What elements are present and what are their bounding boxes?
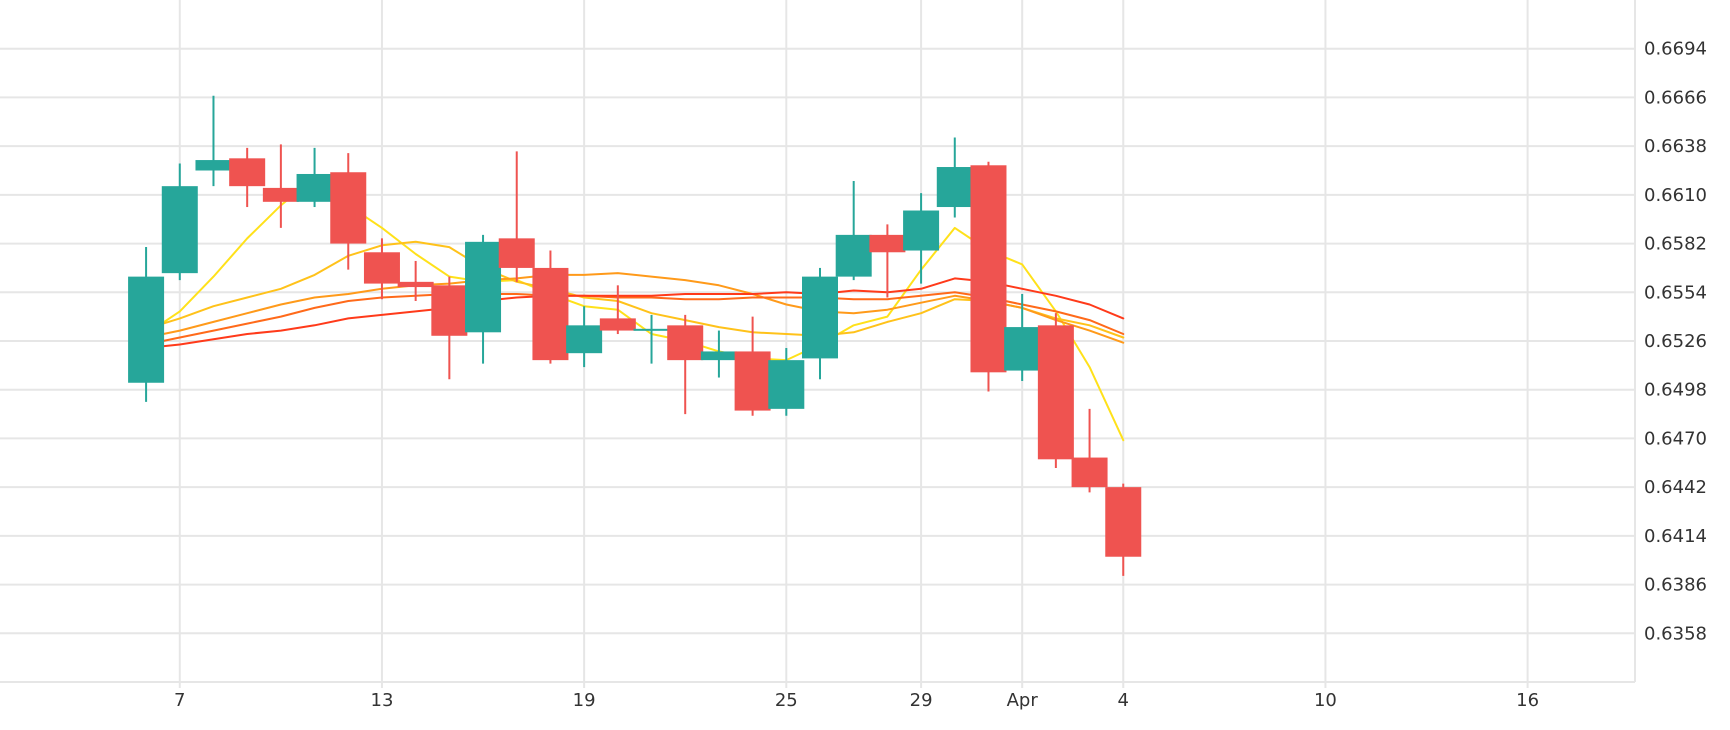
y-tick-label: 0.6554	[1644, 282, 1707, 303]
y-tick-label: 0.6358	[1644, 623, 1707, 644]
candle	[835, 180, 872, 281]
candle-body	[1037, 325, 1074, 460]
y-tick-label: 0.6582	[1644, 234, 1707, 255]
candle	[667, 314, 704, 415]
y-tick-label: 0.6666	[1644, 87, 1707, 108]
candle-body	[262, 187, 299, 202]
candle	[633, 314, 670, 364]
candle-body	[936, 167, 973, 208]
candle-body	[498, 238, 535, 268]
x-tick-label: 25	[775, 690, 798, 711]
candle-body	[431, 285, 468, 336]
y-axis: 0.6358 0.6386 0.6414 0.6442 0.6470 0.6498 0.65…	[1644, 39, 1707, 645]
candle	[397, 260, 434, 301]
y-tick-label: 0.6638	[1644, 136, 1707, 157]
y-tick-label: 0.6694	[1644, 39, 1707, 60]
y-tick-label: 0.6526	[1644, 331, 1707, 352]
moving-average-line-5	[145, 277, 1125, 349]
candle	[1037, 313, 1074, 469]
candle-body	[734, 351, 771, 411]
candle	[431, 276, 468, 380]
candle-body	[566, 325, 603, 354]
candle-body	[869, 234, 906, 253]
y-tick-label: 0.6442	[1644, 477, 1707, 498]
candle	[229, 147, 266, 208]
x-tick-label: 19	[573, 690, 596, 711]
x-tick-label: 29	[910, 690, 933, 711]
x-tick-label: 10	[1314, 690, 1337, 711]
candle	[599, 285, 636, 335]
candle-body	[1105, 487, 1142, 557]
candle	[566, 306, 603, 368]
candle-body	[330, 172, 367, 244]
candle	[768, 347, 805, 416]
candle	[330, 153, 367, 270]
x-tick-label: Apr	[1007, 690, 1039, 711]
candle	[802, 267, 838, 380]
candle-body	[397, 281, 434, 288]
candle-body	[296, 173, 333, 202]
candle-body	[465, 241, 502, 333]
y-tick-label: 0.6470	[1644, 428, 1707, 449]
x-tick-label: 4	[1118, 690, 1129, 711]
x-tick-label: 7	[174, 690, 185, 711]
candle-body	[229, 158, 266, 187]
candle-body	[903, 210, 940, 251]
candle	[1071, 408, 1108, 493]
candle	[1004, 294, 1041, 382]
y-tick-label: 0.6498	[1644, 380, 1707, 401]
candle-body	[1071, 457, 1108, 488]
candle-body	[802, 276, 838, 359]
candle-body	[667, 325, 704, 361]
candle	[734, 316, 771, 416]
x-axis: 7 13 19 25 29 Apr 4 10 16	[174, 682, 1539, 711]
x-tick-label: 16	[1516, 690, 1539, 711]
candle	[700, 330, 737, 378]
candle-body	[128, 276, 165, 383]
moving-average-line-3	[145, 272, 1125, 344]
candle	[128, 247, 165, 402]
candle	[296, 147, 333, 208]
candle	[195, 95, 232, 187]
x-tick-label: 13	[371, 690, 394, 711]
candle-body	[195, 160, 232, 171]
y-tick-label: 0.6610	[1644, 185, 1707, 206]
candle	[363, 238, 400, 300]
candle	[161, 163, 198, 281]
candle	[936, 137, 973, 218]
candle-body	[363, 252, 400, 284]
candle-body	[1004, 327, 1041, 371]
candle	[903, 193, 940, 284]
y-tick-label: 0.6414	[1644, 526, 1707, 547]
candle	[869, 224, 906, 298]
candle	[262, 144, 299, 228]
candle	[498, 151, 535, 282]
candle	[532, 250, 569, 364]
candle	[970, 161, 1007, 392]
moving-average-line-2	[145, 240, 1125, 339]
candle-body	[633, 328, 670, 331]
candle-body	[835, 234, 872, 277]
candle	[465, 234, 502, 364]
candle-body	[768, 360, 805, 409]
candle-body	[599, 318, 636, 331]
candle	[1105, 483, 1142, 576]
y-tick-label: 0.6386	[1644, 575, 1707, 596]
candle-body	[700, 351, 737, 361]
candle-body	[970, 165, 1007, 373]
candle-body	[161, 186, 198, 274]
candle-body	[532, 267, 569, 361]
candles-layer	[128, 95, 1142, 576]
moving-average-line-4	[145, 291, 1125, 346]
